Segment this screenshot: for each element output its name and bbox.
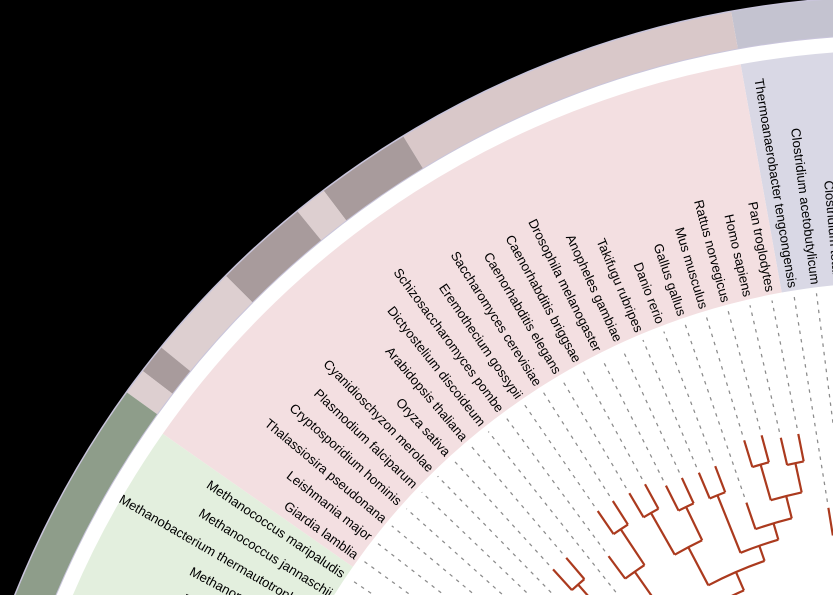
tree-tip-branch [797,433,805,462]
tree-branch [650,512,676,556]
domain-band-bacteria [740,52,833,293]
tree-branch [577,583,589,595]
leader-line [581,369,643,480]
tree-tip-branch [760,434,770,463]
tree-clade-arc [707,559,765,587]
tree-clade-arc [731,589,745,595]
outer-ring-segment [403,12,738,169]
outer-ring-segment [226,211,322,303]
tree-tip-branch [552,568,573,591]
outer-ring-segment [15,392,158,595]
tree-tip-branch [596,510,615,535]
leader-line [793,296,829,502]
leader-line [505,417,606,552]
tree-branch [633,571,653,595]
tree-tip-branch [714,465,727,493]
outer-ring-segment [161,276,253,372]
tree-clade-arc [770,491,802,502]
tree-branch [772,523,780,540]
tree-clade-arc [678,502,695,512]
outer-ring-segment [142,347,191,394]
leader-line [815,293,833,429]
tree-branch [619,528,646,566]
leader-line [406,508,504,595]
leader-line [453,460,550,566]
leader-line [421,491,527,593]
tree-tip-branch [779,437,789,466]
tree-branch [759,464,772,501]
tree-branch [758,545,766,562]
tree-branch [794,462,803,493]
tree-tip-branch [565,557,586,580]
leader-line [727,310,761,430]
outer-ring-segment [127,371,173,415]
tree-tip-branch [745,502,757,530]
tree-branch [785,495,793,519]
leader-line [487,431,619,595]
leader-line [663,331,714,461]
leader-line [642,339,698,468]
tree-clade-arc [709,491,726,500]
tree-tip-branch [664,485,680,512]
tree-tip-branch [607,555,627,580]
outer-ring-segment [323,136,423,221]
leader-line [437,475,555,595]
leader-line [470,445,563,554]
tree-tip-branch [680,477,695,504]
tree-tip-branch [644,483,660,510]
leader-line [621,348,680,473]
tree-tip-branch [743,439,754,468]
domain-band-eukaryota [162,64,783,568]
tree-tip-branch [827,507,833,536]
leader-line [561,380,627,489]
leader-line [705,316,744,435]
tree-branch [685,506,704,541]
outer-ring-segment [731,0,833,49]
tree-clade-arc [643,507,659,519]
domain-band-archaea [74,433,354,595]
leader-line [542,391,611,497]
tree-branch [716,494,742,554]
species-label: Clostridium tetani [821,180,833,283]
tree-tip-branch [628,492,645,518]
leader-line [363,560,412,595]
outer-ring-segment [297,190,347,241]
tree-tip-branch [611,500,629,526]
leader-line [524,404,595,507]
tree-branch [734,571,745,591]
leader-line [601,358,664,481]
tree-tip-branch [697,472,711,499]
tree-branch [687,546,710,586]
